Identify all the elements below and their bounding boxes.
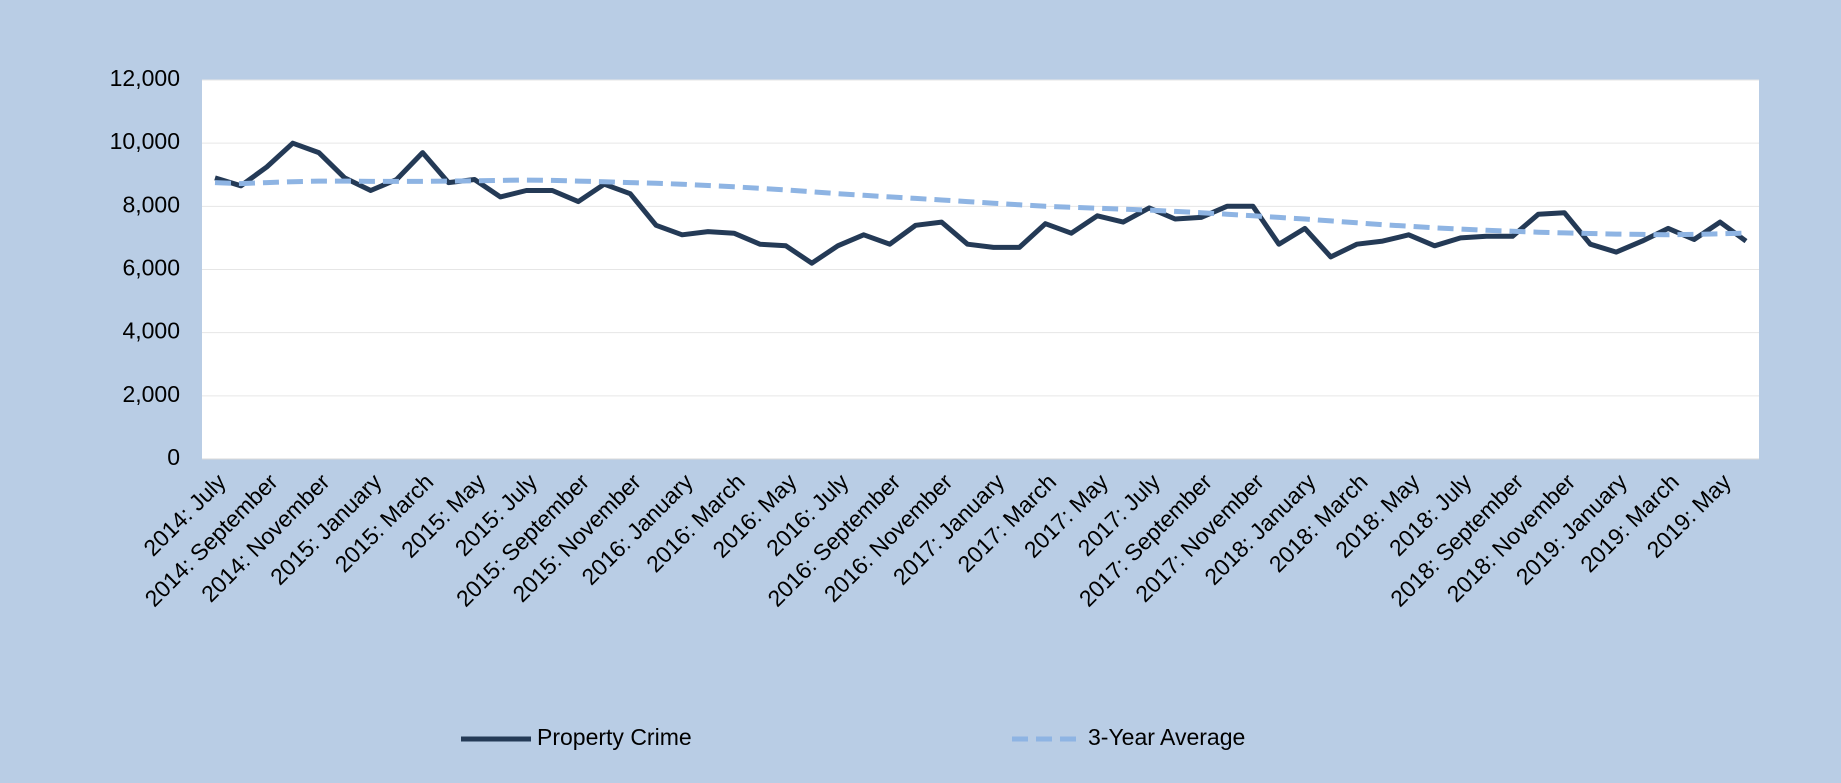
y-tick-label: 6,000 — [122, 255, 180, 281]
y-tick-label: 4,000 — [122, 318, 180, 344]
y-tick-label: 0 — [167, 444, 180, 470]
y-tick-label: 2,000 — [122, 381, 180, 407]
y-tick-label: 12,000 — [110, 65, 180, 91]
series-line — [214, 177, 1747, 238]
legend-label: 3-Year Average — [1088, 724, 1245, 750]
legend-label: Property Crime — [537, 724, 692, 750]
y-tick-label: 8,000 — [122, 191, 180, 217]
y-tick-label: 10,000 — [110, 128, 180, 154]
